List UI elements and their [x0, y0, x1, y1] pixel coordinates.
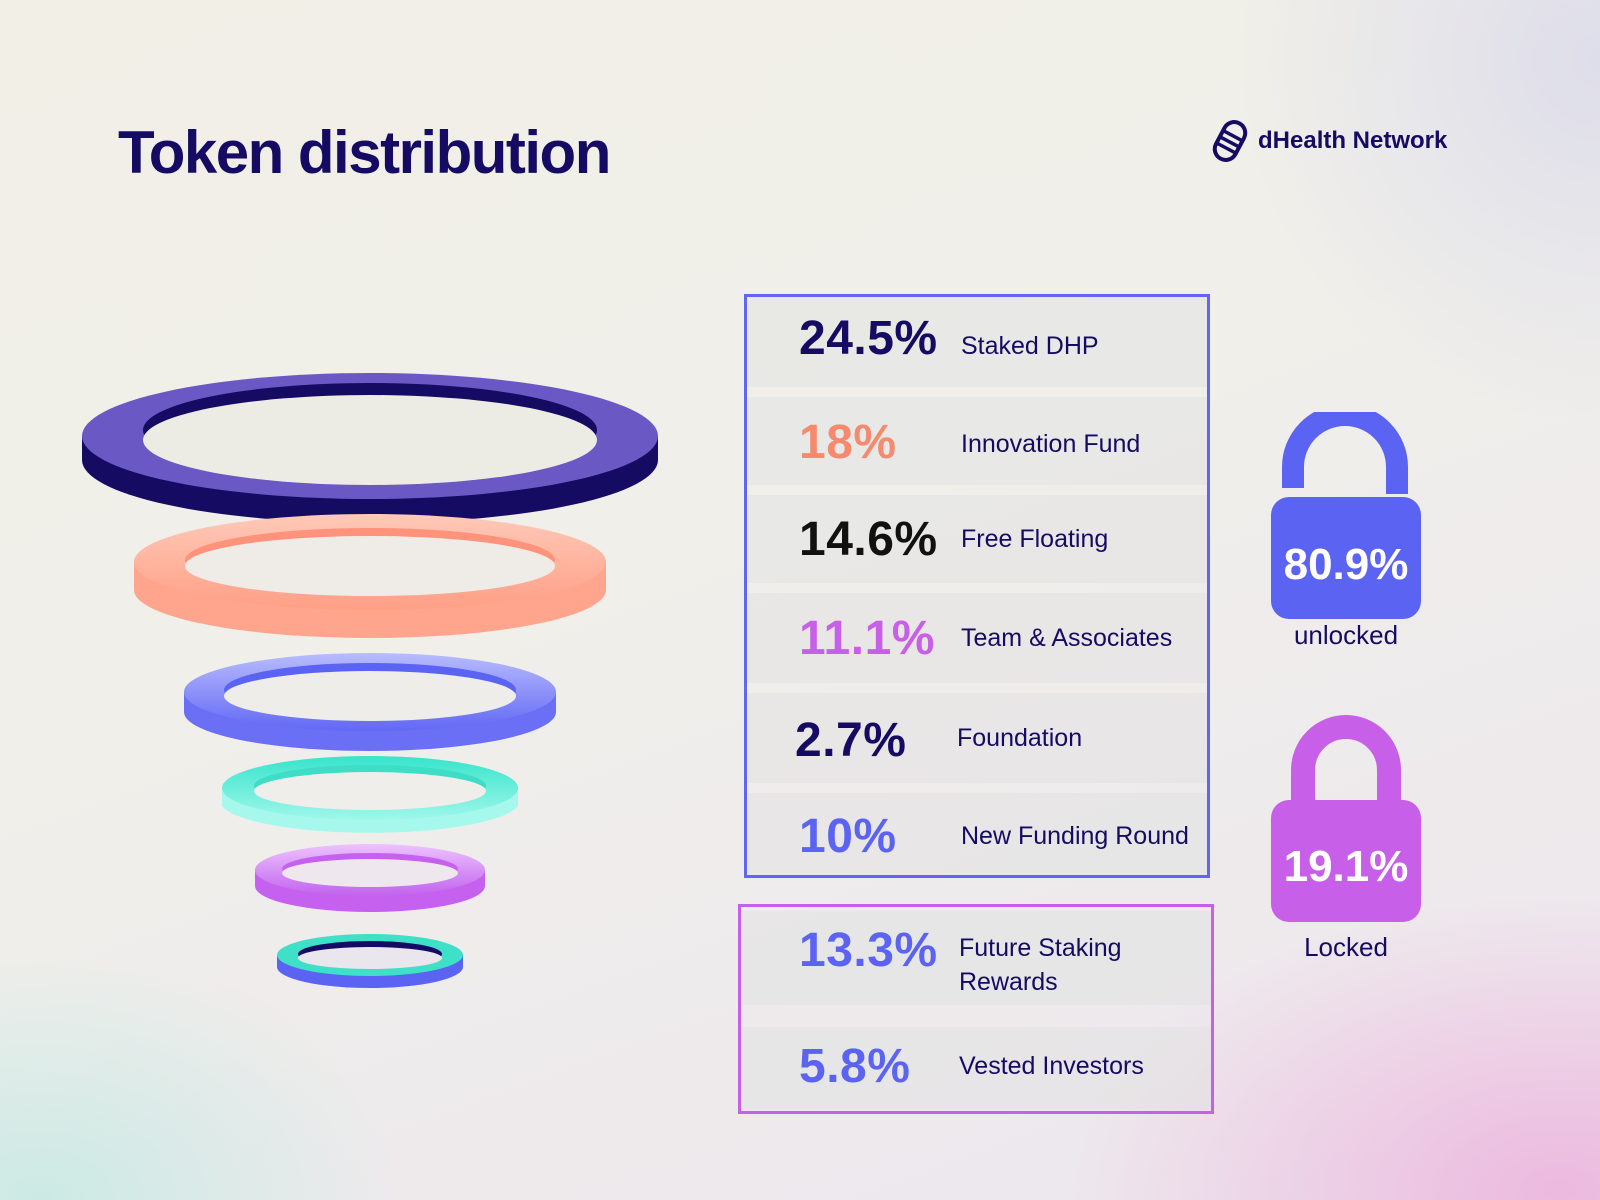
unlocked-padlock-icon — [1271, 404, 1421, 619]
table-row: 2.7% Foundation — [747, 693, 1207, 783]
brand-name: dHealth Network — [1258, 127, 1448, 154]
funnel-ring-5 — [255, 844, 485, 912]
locked-allocation-table: 13.3% Future Staking Rewards 5.8% Vested… — [738, 904, 1214, 1114]
allocation-percentage: 18% — [799, 416, 897, 469]
allocation-percentage: 2.7% — [795, 714, 907, 767]
unlocked-summary: 80.9% unlocked — [1271, 404, 1421, 652]
allocation-label: Staked DHP — [961, 332, 1099, 360]
table-row: 24.5% Staked DHP — [747, 297, 1207, 387]
page-title: Token distribution — [118, 119, 611, 186]
unlocked-total: 80.9% — [1283, 540, 1409, 589]
funnel-ring-1 — [82, 373, 658, 523]
allocation-label: Team & Associates — [961, 624, 1173, 652]
table-row: 13.3% Future Staking Rewards — [741, 911, 1211, 1005]
locked-summary: 19.1% Locked — [1271, 714, 1421, 964]
allocation-percentage: 24.5% — [799, 312, 938, 365]
allocation-percentage: 5.8% — [799, 1040, 911, 1093]
allocation-percentage: 13.3% — [799, 924, 938, 977]
allocation-label: Innovation Fund — [961, 430, 1141, 458]
brand-logo: dHealth Network — [1210, 118, 1447, 164]
table-row: 5.8% Vested Investors — [741, 1027, 1211, 1109]
funnel-ring-6 — [277, 934, 463, 988]
allocation-label: Free Floating — [961, 525, 1109, 553]
allocation-percentage: 14.6% — [799, 513, 938, 566]
table-row: 11.1% Team & Associates — [747, 593, 1207, 683]
allocation-label: Vested Investors — [959, 1052, 1144, 1080]
allocation-label: Future Staking Rewards — [959, 934, 1122, 996]
locked-caption: Locked — [1304, 932, 1388, 962]
locked-padlock-icon — [1271, 715, 1421, 922]
locked-total: 19.1% — [1283, 842, 1409, 891]
table-row: 14.6% Free Floating — [747, 495, 1207, 583]
funnel-illustration — [82, 373, 658, 988]
allocation-percentage: 11.1% — [799, 612, 935, 665]
table-row: 18% Innovation Fund — [747, 397, 1207, 485]
funnel-ring-3 — [184, 653, 556, 751]
allocation-label: Foundation — [957, 724, 1083, 752]
table-row: 10% New Funding Round — [747, 793, 1207, 875]
unlocked-caption: unlocked — [1293, 620, 1399, 650]
allocation-percentage: 10% — [799, 810, 897, 863]
dhealth-logo-icon — [1212, 120, 1248, 162]
funnel-ring-4 — [222, 756, 518, 833]
funnel-ring-2 — [134, 514, 606, 638]
allocation-label: New Funding Round — [961, 822, 1189, 850]
unlocked-allocation-table: 24.5% Staked DHP 18% Innovation Fund 14.… — [744, 294, 1210, 878]
